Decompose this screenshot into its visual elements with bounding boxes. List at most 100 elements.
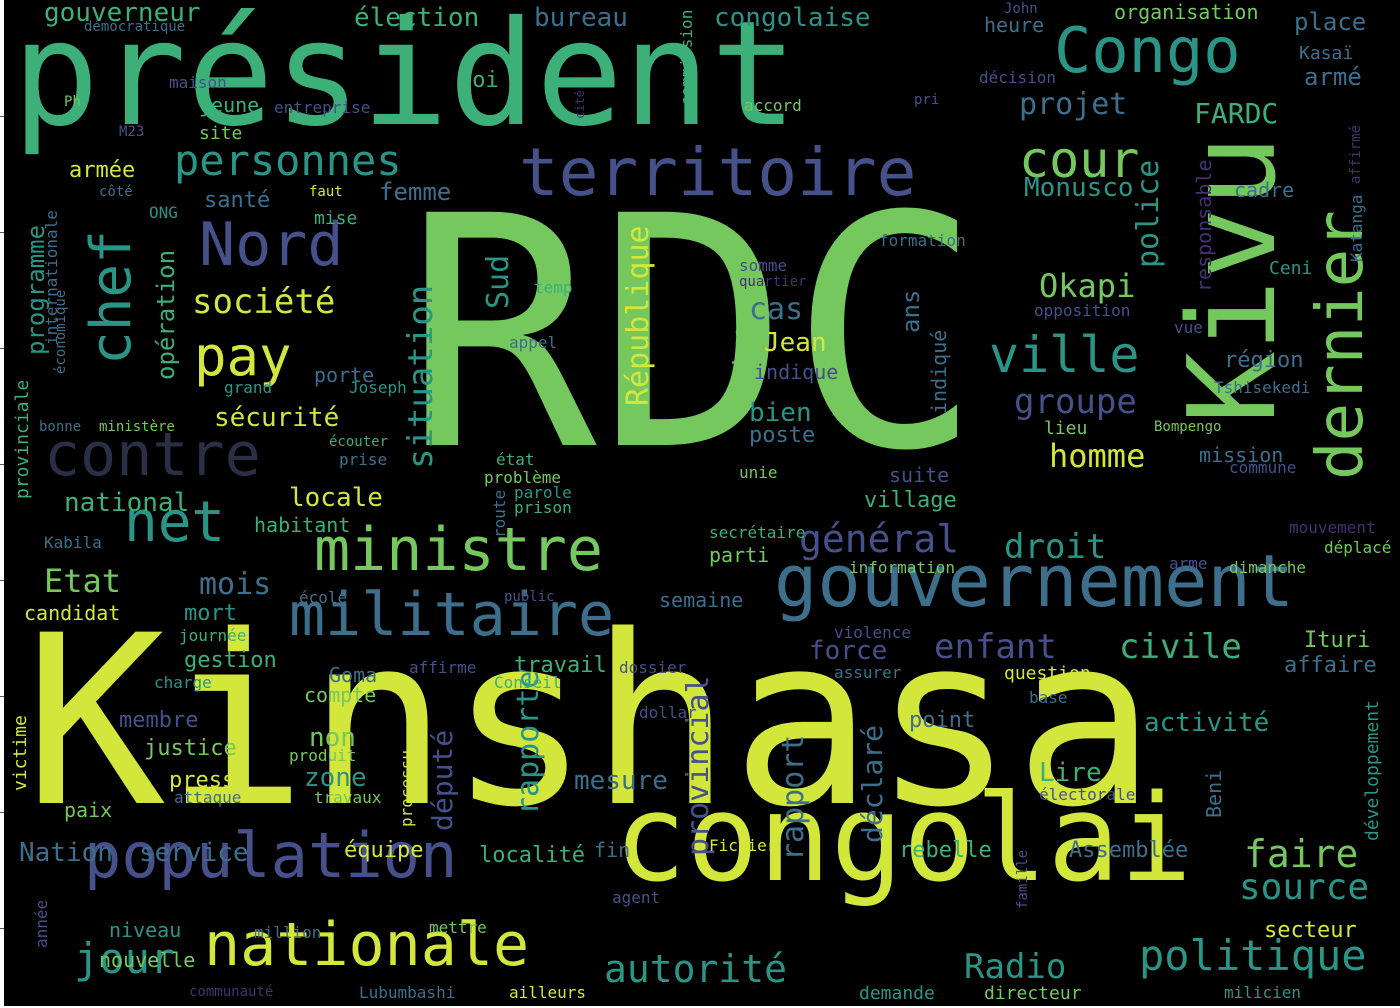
- word-92: porte: [314, 363, 375, 387]
- word-109: non: [309, 723, 356, 753]
- word-66: John: [1004, 1, 1038, 17]
- word-28: général: [799, 517, 960, 561]
- word-30: enfant: [934, 627, 1057, 667]
- word-107: compte: [304, 683, 377, 707]
- word-154: dossier: [619, 658, 687, 677]
- word-170: problème: [484, 468, 562, 487]
- word-55: locale: [289, 483, 383, 513]
- word-76: site: [199, 123, 243, 144]
- word-15: Nord: [199, 210, 344, 280]
- word-74: jeune: [199, 93, 260, 117]
- word-156: Conseil: [494, 673, 562, 692]
- word-3: président: [12, 0, 798, 159]
- word-134: localité: [479, 843, 585, 868]
- word-196: somme: [739, 256, 788, 275]
- word-35: société: [192, 282, 336, 322]
- word-199: appel: [509, 333, 558, 352]
- word-164: déplacé: [1324, 538, 1392, 557]
- word-63: armé: [1304, 63, 1362, 91]
- word-62: place: [1294, 8, 1367, 36]
- word-188: vue: [1174, 318, 1203, 337]
- word-95: bonne: [39, 419, 82, 435]
- word-166: secrétaire: [709, 523, 806, 542]
- word-61: organisation: [1114, 0, 1259, 24]
- word-111: justice: [144, 736, 237, 761]
- word-131: agent: [612, 888, 661, 907]
- word-117: victime: [10, 715, 31, 791]
- word-151: affaire: [1284, 653, 1377, 678]
- word-130: Fichier: [709, 836, 777, 855]
- word-43: projet: [1019, 87, 1128, 122]
- word-37: Etat: [44, 562, 122, 600]
- word-39: République: [621, 225, 656, 406]
- word-97: écouter: [329, 434, 389, 450]
- word-79: démocratique: [84, 19, 186, 35]
- word-179: Jean: [764, 328, 827, 358]
- word-25: Radio: [964, 947, 1067, 987]
- word-176: poste: [749, 423, 816, 448]
- word-70: cité: [573, 90, 587, 119]
- word-190: responsable: [1192, 159, 1216, 292]
- word-187: région: [1224, 348, 1304, 373]
- word-80: armée: [69, 158, 136, 183]
- word-22: autorité: [604, 947, 788, 991]
- word-178: indique: [754, 360, 839, 384]
- word-9: militaire: [289, 580, 615, 650]
- word-67: décision: [979, 68, 1057, 87]
- word-173: suite: [889, 463, 950, 487]
- word-104: gestion: [184, 648, 277, 673]
- word-125: Lubumbashi: [359, 983, 456, 1002]
- word-167: route: [490, 489, 509, 538]
- word-48: rapport: [776, 734, 811, 861]
- word-171: état: [496, 450, 535, 469]
- word-93: Joseph: [349, 378, 407, 397]
- word-189: opposition: [1034, 301, 1131, 320]
- word-23: jour: [74, 934, 176, 983]
- word-102: mort: [184, 601, 237, 626]
- word-165: mouvement: [1289, 518, 1376, 537]
- word-40: Sud: [481, 254, 516, 309]
- word-33: homme: [1049, 437, 1146, 475]
- word-56: sécurité: [214, 403, 340, 433]
- word-158: public: [504, 589, 555, 605]
- word-180: ans: [897, 289, 925, 333]
- word-113: produit: [289, 746, 357, 765]
- word-91: opération: [152, 249, 180, 380]
- word-129: milicien: [1224, 983, 1302, 1002]
- word-137: Assemblée: [1069, 838, 1189, 863]
- word-133: fin: [594, 838, 631, 862]
- word-50: député: [426, 729, 459, 831]
- word-194: affirmé: [1348, 124, 1364, 184]
- word-89: provinciale: [12, 379, 33, 499]
- word-49: déclaré: [856, 724, 889, 843]
- word-81: côté: [99, 184, 133, 200]
- word-47: rapporte: [511, 670, 546, 816]
- word-128: directeur: [984, 983, 1082, 1004]
- word-168: prison: [514, 498, 572, 517]
- word-127: demande: [859, 983, 935, 1004]
- word-146: dollar: [639, 703, 697, 722]
- word-157: semaine: [659, 588, 744, 612]
- word-141: développement: [1362, 700, 1383, 841]
- word-138: secteur: [1264, 918, 1357, 943]
- word-123: communauté: [189, 984, 274, 1000]
- word-177: bien: [749, 398, 812, 428]
- word-163: dimanche: [1229, 558, 1307, 577]
- word-105: charge: [154, 673, 212, 692]
- word-145: point: [909, 708, 976, 733]
- word-162: arme: [1169, 554, 1208, 573]
- word-90: économique: [53, 289, 69, 374]
- word-181: indiqué: [927, 329, 951, 414]
- word-64: Kasaï: [1299, 43, 1354, 64]
- word-51: Nation: [19, 838, 113, 868]
- word-112: presse: [169, 768, 249, 793]
- word-38: mois: [199, 567, 272, 602]
- axis-tick: [0, 116, 4, 117]
- word-44: FARDC: [1194, 97, 1279, 130]
- word-71: pri: [914, 92, 940, 108]
- word-192: formation: [879, 231, 966, 250]
- axis-tick: [0, 812, 4, 813]
- word-143: mesure: [574, 766, 668, 796]
- word-169: parole: [514, 483, 572, 502]
